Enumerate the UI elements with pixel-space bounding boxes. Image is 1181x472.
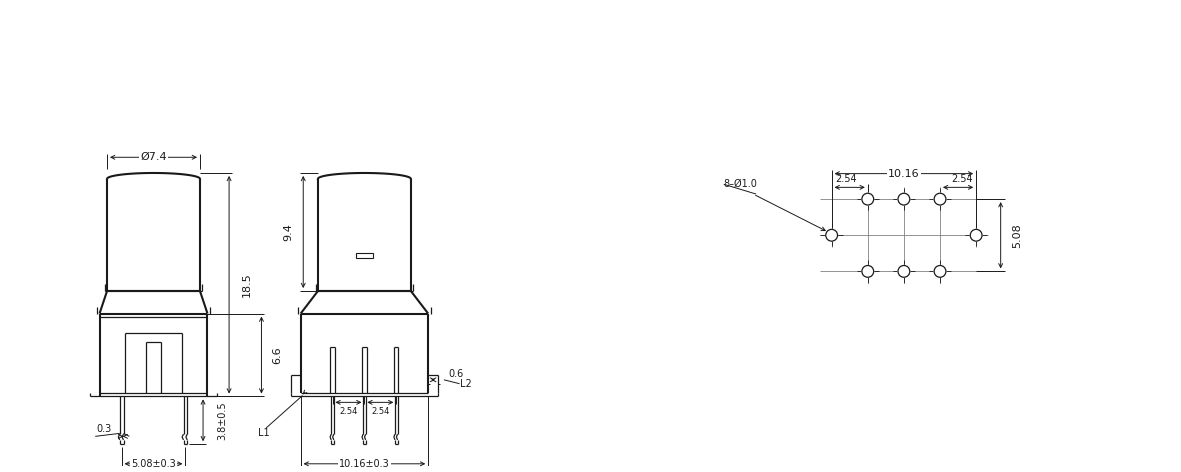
- Text: L1: L1: [259, 428, 270, 438]
- Text: 8–Ø1.0: 8–Ø1.0: [724, 179, 757, 189]
- Circle shape: [971, 229, 983, 241]
- Circle shape: [862, 265, 874, 277]
- Bar: [355, 253, 373, 258]
- Circle shape: [898, 265, 909, 277]
- Text: 9.4: 9.4: [283, 223, 294, 241]
- Text: 6.6: 6.6: [272, 346, 282, 364]
- Text: 0.6: 0.6: [448, 369, 463, 379]
- Text: 2.54: 2.54: [951, 174, 972, 184]
- Circle shape: [934, 193, 946, 205]
- Text: 2.54: 2.54: [339, 407, 358, 416]
- Circle shape: [898, 193, 909, 205]
- Text: 5.08: 5.08: [1012, 223, 1023, 248]
- Text: 2.54: 2.54: [371, 407, 390, 416]
- Text: Ø7.4: Ø7.4: [141, 152, 167, 162]
- Text: 10.16: 10.16: [888, 169, 920, 178]
- Circle shape: [862, 193, 874, 205]
- Text: 10.16±0.3: 10.16±0.3: [339, 459, 390, 469]
- Text: 3.8±0.5: 3.8±0.5: [217, 401, 228, 439]
- Circle shape: [826, 229, 837, 241]
- Text: 18.5: 18.5: [242, 272, 252, 297]
- Text: 0.3: 0.3: [97, 424, 112, 434]
- Text: 2.54: 2.54: [835, 174, 857, 184]
- Text: L2: L2: [459, 379, 471, 389]
- Text: 5.08±0.3: 5.08±0.3: [131, 459, 176, 469]
- Circle shape: [934, 265, 946, 277]
